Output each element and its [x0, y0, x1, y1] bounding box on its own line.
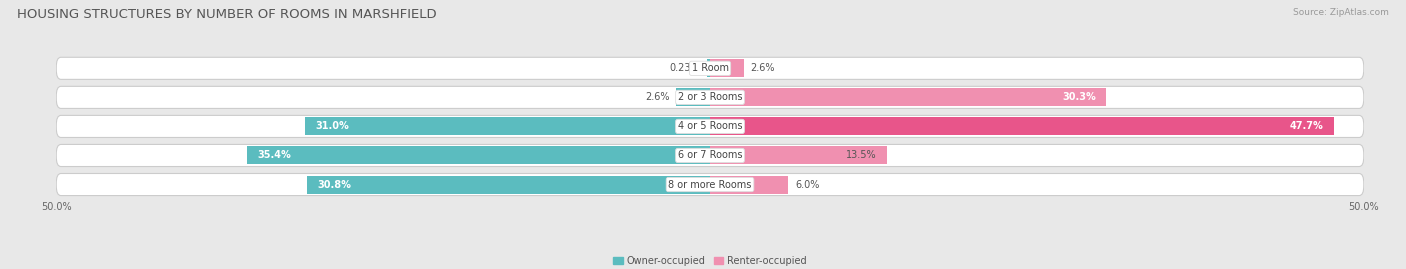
Bar: [305, 118, 710, 135]
Text: 6 or 7 Rooms: 6 or 7 Rooms: [678, 150, 742, 161]
Text: 35.4%: 35.4%: [257, 150, 291, 161]
Bar: [710, 118, 1334, 135]
Bar: [710, 118, 1334, 135]
Bar: [710, 176, 789, 193]
Legend: Owner-occupied, Renter-occupied: Owner-occupied, Renter-occupied: [609, 252, 811, 269]
Text: 4 or 5 Rooms: 4 or 5 Rooms: [678, 121, 742, 132]
FancyBboxPatch shape: [56, 57, 1364, 79]
Bar: [710, 59, 744, 77]
Bar: [707, 59, 710, 77]
Text: 2 or 3 Rooms: 2 or 3 Rooms: [678, 92, 742, 102]
FancyBboxPatch shape: [56, 86, 1364, 108]
Bar: [710, 59, 744, 77]
Text: 30.8%: 30.8%: [318, 179, 352, 190]
FancyBboxPatch shape: [56, 144, 1364, 167]
Text: 2.6%: 2.6%: [645, 92, 669, 102]
Text: 30.3%: 30.3%: [1062, 92, 1095, 102]
FancyBboxPatch shape: [56, 174, 1364, 196]
Text: 13.5%: 13.5%: [845, 150, 876, 161]
Text: 1 Room: 1 Room: [692, 63, 728, 73]
Text: 6.0%: 6.0%: [794, 179, 820, 190]
Text: 0.23%: 0.23%: [669, 63, 700, 73]
Bar: [247, 147, 710, 164]
Bar: [676, 89, 710, 106]
Bar: [710, 176, 789, 193]
Bar: [710, 147, 887, 164]
Text: 47.7%: 47.7%: [1289, 121, 1323, 132]
Text: Source: ZipAtlas.com: Source: ZipAtlas.com: [1294, 8, 1389, 17]
Text: HOUSING STRUCTURES BY NUMBER OF ROOMS IN MARSHFIELD: HOUSING STRUCTURES BY NUMBER OF ROOMS IN…: [17, 8, 436, 21]
Text: 31.0%: 31.0%: [315, 121, 349, 132]
Bar: [710, 147, 887, 164]
Bar: [710, 89, 1107, 106]
Bar: [710, 89, 1107, 106]
FancyBboxPatch shape: [56, 115, 1364, 137]
Text: 2.6%: 2.6%: [751, 63, 775, 73]
Bar: [308, 176, 710, 193]
Text: 8 or more Rooms: 8 or more Rooms: [668, 179, 752, 190]
